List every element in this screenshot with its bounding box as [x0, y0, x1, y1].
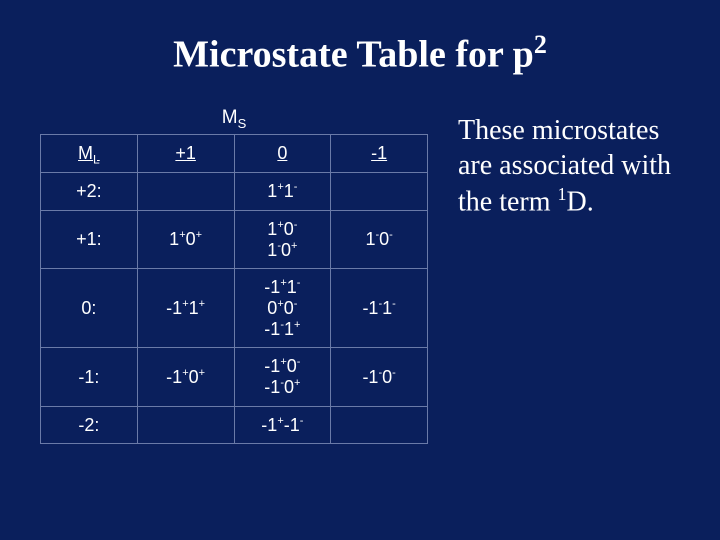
cell-r3-c2-l2: 0+0- — [239, 298, 327, 319]
table-wrap: MS ML +1 0 -1 +2: 1+1- — [40, 107, 428, 445]
cell-r3-c2-l1: -1+1- — [239, 277, 327, 298]
term-base: D. — [567, 186, 594, 217]
cell-r2-c2-l2: 1-0+ — [239, 240, 327, 261]
ms-header-sub: S — [238, 115, 247, 130]
cell-r3-c1: -1+1+ — [137, 269, 234, 348]
col-header-zero: 0 — [234, 135, 331, 173]
row-minus2: -2: -1+-1- — [41, 406, 428, 444]
cell-r2-c1: 1+0+ — [137, 210, 234, 268]
cell-r4-c1: -1+0+ — [137, 348, 234, 406]
cell-r4-c2: -1+0- -1-0+ — [234, 348, 331, 406]
cell-r1-c2: 1+1- — [234, 173, 331, 211]
ml-plus2: +2: — [41, 173, 138, 211]
term-sup: 1 — [558, 184, 567, 204]
cell-r2-c2-l1: 1+0- — [239, 219, 327, 240]
cell-r5-c1 — [137, 406, 234, 444]
cell-r3-c2: -1+1- 0+0- -1-1+ — [234, 269, 331, 348]
ms-header-base: M — [222, 107, 238, 128]
slide: Microstate Table for p2 MS ML +1 0 -1 +2… — [0, 0, 720, 540]
row-plus1: +1: 1+0+ 1+0- 1-0+ 1-0- — [41, 210, 428, 268]
header-row: ML +1 0 -1 — [41, 135, 428, 173]
ml-plus1: +1: — [41, 210, 138, 268]
col-header-plus1: +1 — [137, 135, 234, 173]
ml-minus1: -1: — [41, 348, 138, 406]
cell-r2-c2: 1+0- 1-0+ — [234, 210, 331, 268]
ml-minus2: -2: — [41, 406, 138, 444]
row-plus2: +2: 1+1- — [41, 173, 428, 211]
cell-r4-c3: -1-0- — [331, 348, 428, 406]
ml-header: ML — [41, 135, 138, 173]
cell-r4-c2-l2: -1-0+ — [239, 377, 327, 398]
row-zero: 0: -1+1+ -1+1- 0+0- -1-1+ -1-1- — [41, 269, 428, 348]
side-text: These microstates are associated with th… — [458, 113, 690, 219]
title-sup: 2 — [534, 30, 547, 59]
cell-r1-c3 — [331, 173, 428, 211]
cell-r5-c3 — [331, 406, 428, 444]
cell-r1-c1 — [137, 173, 234, 211]
row-minus1: -1: -1+0+ -1+0- -1-0+ -1-0- — [41, 348, 428, 406]
microstate-table: ML +1 0 -1 +2: 1+1- +1: 1+0+ 1+0- — [40, 134, 428, 444]
title-prefix: Microstate Table for p — [173, 34, 534, 76]
cell-r3-c2-l3: -1-1+ — [239, 319, 327, 340]
cell-r4-c2-l1: -1+0- — [239, 356, 327, 377]
cell-r2-c3: 1-0- — [331, 210, 428, 268]
col-header-minus1: -1 — [331, 135, 428, 173]
cell-r5-c2: -1+-1- — [234, 406, 331, 444]
content-row: MS ML +1 0 -1 +2: 1+1- — [30, 107, 690, 445]
ms-header: MS — [40, 107, 428, 131]
cell-r3-c3: -1-1- — [331, 269, 428, 348]
slide-title: Microstate Table for p2 — [30, 30, 690, 77]
ml-zero: 0: — [41, 269, 138, 348]
